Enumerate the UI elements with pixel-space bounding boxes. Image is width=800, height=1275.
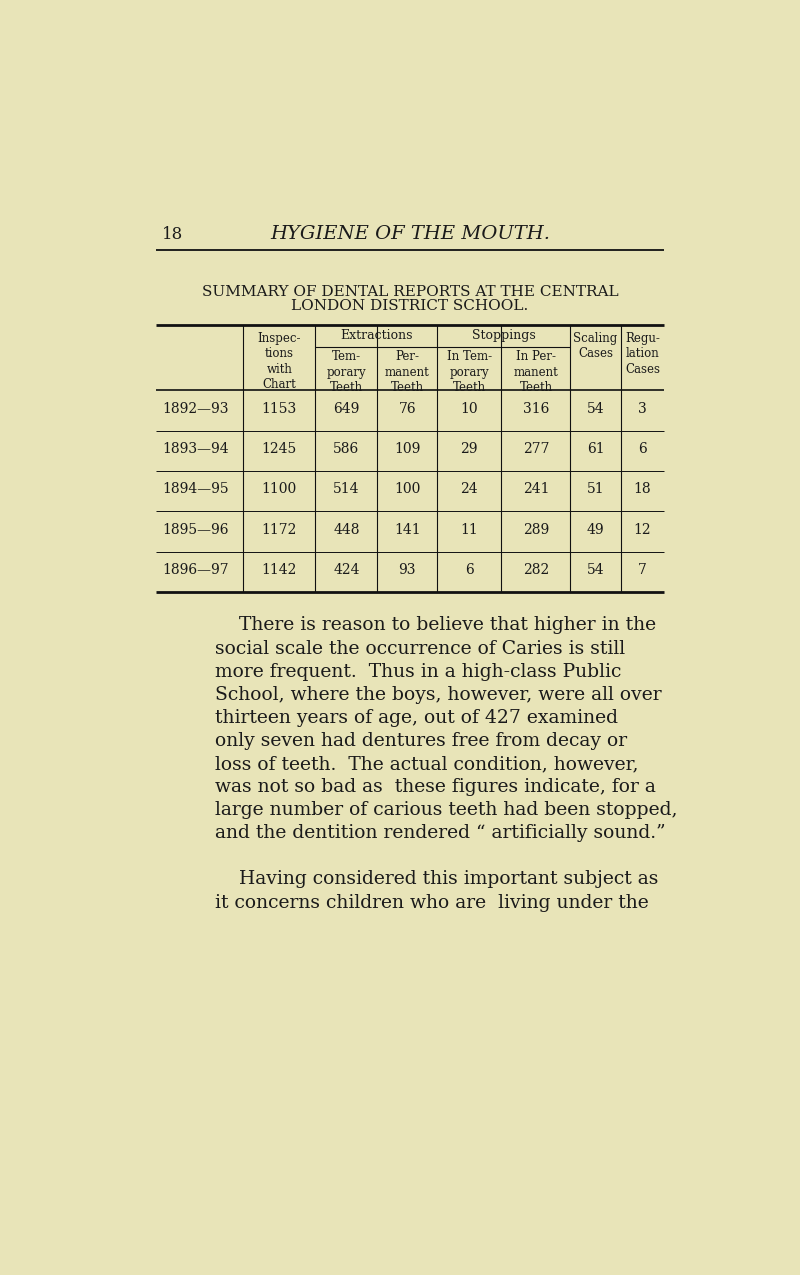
Text: 18: 18 [162, 226, 183, 244]
Text: 1172: 1172 [262, 523, 297, 537]
Text: thirteen years of age, out of 427 examined: thirteen years of age, out of 427 examin… [214, 709, 618, 727]
Text: more frequent.  Thus in a high-class Public: more frequent. Thus in a high-class Publ… [214, 663, 621, 681]
Text: 1245: 1245 [262, 442, 297, 456]
Text: social scale the occurrence of Caries is still: social scale the occurrence of Caries is… [214, 640, 625, 658]
Text: 18: 18 [634, 482, 651, 496]
Text: 1895—96: 1895—96 [162, 523, 229, 537]
Text: 51: 51 [586, 482, 605, 496]
Text: 424: 424 [334, 564, 360, 578]
Text: 11: 11 [461, 523, 478, 537]
Text: 1142: 1142 [262, 564, 297, 578]
Text: 109: 109 [394, 442, 421, 456]
Text: 289: 289 [523, 523, 549, 537]
Text: 1894—95: 1894—95 [162, 482, 229, 496]
Text: SUMMARY OF DENTAL REPORTS AT THE CENTRAL: SUMMARY OF DENTAL REPORTS AT THE CENTRAL [202, 286, 618, 300]
Text: was not so bad as  these figures indicate, for a: was not so bad as these figures indicate… [214, 778, 655, 796]
Text: Per-
manent
Teeth: Per- manent Teeth [385, 351, 430, 394]
Text: 1100: 1100 [262, 482, 297, 496]
Text: Scaling
Cases: Scaling Cases [574, 332, 618, 360]
Text: 76: 76 [398, 402, 416, 416]
Text: In Per-
manent
Teeth: In Per- manent Teeth [514, 351, 558, 394]
Text: 12: 12 [634, 523, 651, 537]
Text: 29: 29 [461, 442, 478, 456]
Text: 6: 6 [465, 564, 474, 578]
Text: 586: 586 [334, 442, 359, 456]
Text: Regu-
lation
Cases: Regu- lation Cases [625, 332, 660, 376]
Text: only seven had dentures free from decay or: only seven had dentures free from decay … [214, 732, 627, 750]
Text: and the dentition rendered “ artificially sound.”: and the dentition rendered “ artificiall… [214, 825, 666, 843]
Text: Stoppings: Stoppings [472, 329, 536, 342]
Text: 141: 141 [394, 523, 421, 537]
Text: 277: 277 [522, 442, 549, 456]
Text: 448: 448 [334, 523, 360, 537]
Text: There is reason to believe that higher in the: There is reason to believe that higher i… [214, 616, 656, 635]
Text: 282: 282 [523, 564, 549, 578]
Text: 93: 93 [398, 564, 416, 578]
Text: Tem-
porary
Teeth: Tem- porary Teeth [326, 351, 366, 394]
Text: 10: 10 [461, 402, 478, 416]
Text: 316: 316 [522, 402, 549, 416]
Text: School, where the boys, however, were all over: School, where the boys, however, were al… [214, 686, 662, 704]
Text: loss of teeth.  The actual condition, however,: loss of teeth. The actual condition, how… [214, 755, 638, 773]
Text: 649: 649 [334, 402, 360, 416]
Text: 1153: 1153 [262, 402, 297, 416]
Text: 1896—97: 1896—97 [162, 564, 229, 578]
Text: LONDON DISTRICT SCHOOL.: LONDON DISTRICT SCHOOL. [291, 300, 529, 314]
Text: 6: 6 [638, 442, 647, 456]
Text: In Tem-
porary
Teeth: In Tem- porary Teeth [446, 351, 492, 394]
Text: 3: 3 [638, 402, 647, 416]
Text: 241: 241 [522, 482, 549, 496]
Text: it concerns children who are  living under the: it concerns children who are living unde… [214, 894, 649, 912]
Text: HYGIENE OF THE MOUTH.: HYGIENE OF THE MOUTH. [270, 226, 550, 244]
Text: Inspec-
tions
with
Chart: Inspec- tions with Chart [258, 332, 301, 391]
Text: 61: 61 [586, 442, 605, 456]
Text: 7: 7 [638, 564, 647, 578]
Text: 24: 24 [461, 482, 478, 496]
Text: 54: 54 [586, 564, 605, 578]
Text: large number of carious teeth had been stopped,: large number of carious teeth had been s… [214, 801, 677, 820]
Text: 1893—94: 1893—94 [162, 442, 229, 456]
Text: 514: 514 [334, 482, 360, 496]
Text: 1892—93: 1892—93 [162, 402, 229, 416]
Text: 100: 100 [394, 482, 421, 496]
Text: Extractions: Extractions [340, 329, 413, 342]
Text: 54: 54 [586, 402, 605, 416]
Text: Having considered this important subject as: Having considered this important subject… [214, 871, 658, 889]
Text: 49: 49 [586, 523, 605, 537]
